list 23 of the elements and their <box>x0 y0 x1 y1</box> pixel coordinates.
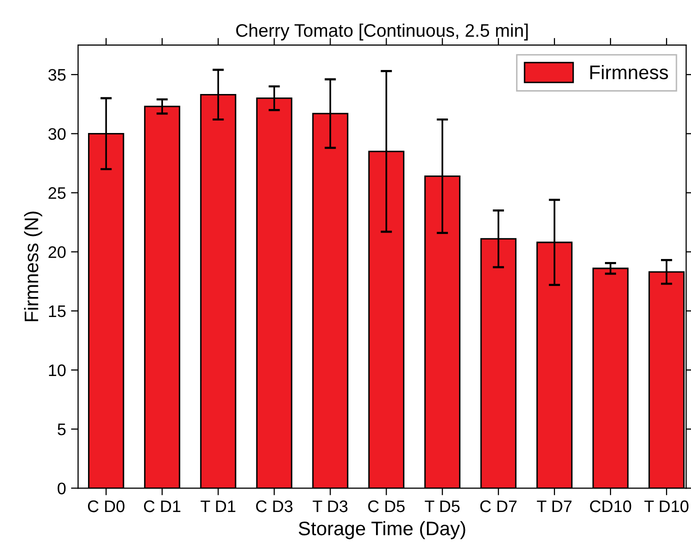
x-axis-title: Storage Time (Day) <box>298 521 466 540</box>
legend-label: Firmness <box>590 64 668 80</box>
y-tick-label: 35 <box>48 68 66 81</box>
x-tick-label: C D3 <box>256 500 292 512</box>
y-tick-label: 25 <box>48 187 66 199</box>
x-tick-label: T D7 <box>536 500 572 512</box>
y-tick-label: 30 <box>48 128 66 140</box>
y-axis-title: Firmness (N) <box>24 212 42 322</box>
x-tick-label: C D1 <box>144 500 180 512</box>
x-tick-label: T D3 <box>312 500 348 512</box>
y-tick-label: 5 <box>58 424 66 436</box>
x-tick-label: CD10 <box>590 500 632 512</box>
y-tick-label: 20 <box>48 246 66 258</box>
y-tick-label: 0 <box>58 482 66 494</box>
chart-title: Cherry Tomato [Continuous, 2.5 min] <box>236 24 528 40</box>
x-tick-label: T D1 <box>200 500 236 512</box>
x-tick-label: C D7 <box>480 500 517 512</box>
y-tick-label: 10 <box>49 364 66 376</box>
x-tick-label: T D10 <box>644 500 688 512</box>
y-tick-label: 15 <box>49 305 66 318</box>
x-tick-label: C D5 <box>368 500 405 512</box>
x-tick-label: T D5 <box>424 500 460 512</box>
x-tick-label: C D0 <box>88 500 124 512</box>
